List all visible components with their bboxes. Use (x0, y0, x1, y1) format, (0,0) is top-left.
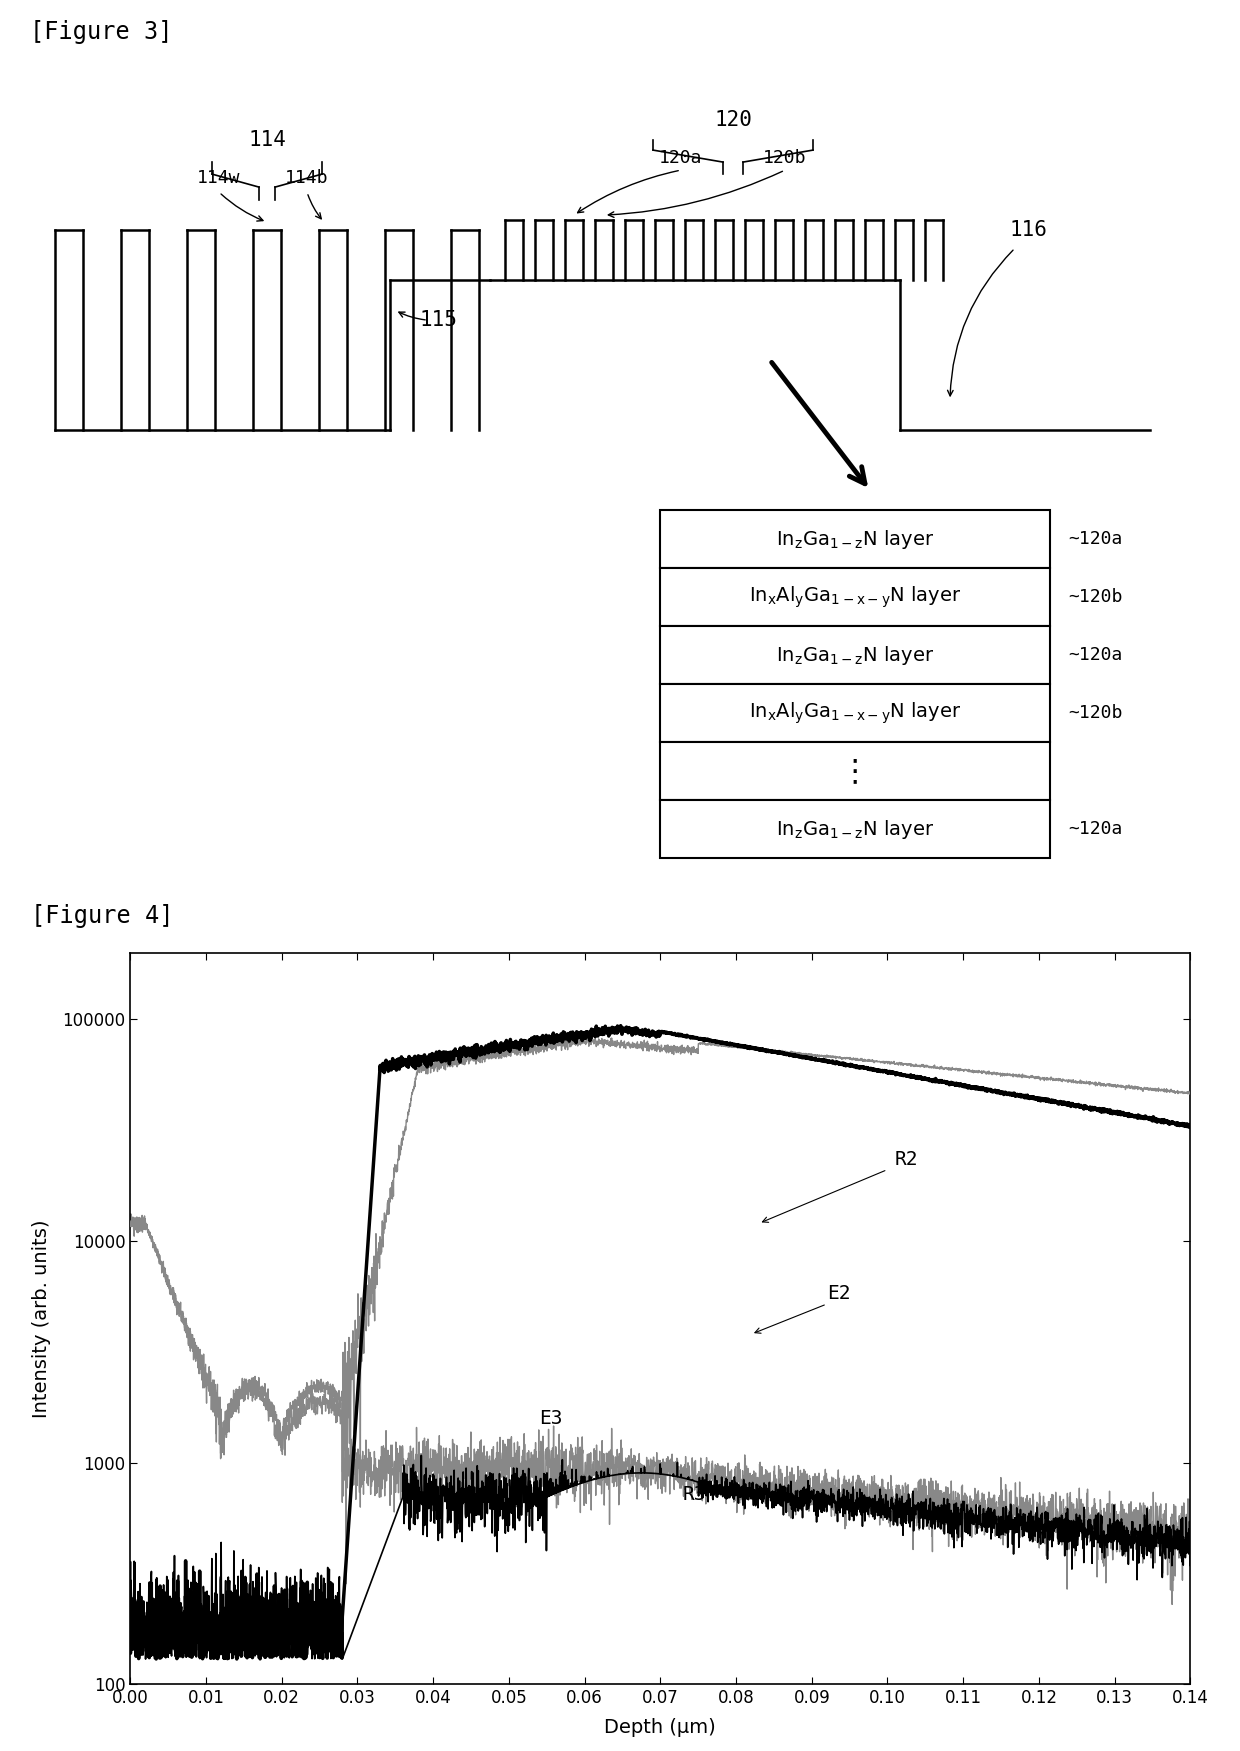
Text: E2: E2 (827, 1283, 851, 1303)
Text: R2: R2 (895, 1150, 919, 1170)
Text: [Figure 4]: [Figure 4] (31, 904, 174, 928)
Text: E3: E3 (539, 1410, 563, 1427)
Text: R3: R3 (683, 1485, 707, 1504)
Text: $\mathrm{In_zGa_{1-z}N\ layer}$: $\mathrm{In_zGa_{1-z}N\ layer}$ (776, 644, 934, 667)
Bar (660, 569, 1050, 627)
Text: 120: 120 (714, 110, 751, 130)
Y-axis label: Intensity (arb. units): Intensity (arb. units) (32, 1219, 51, 1418)
Text: ~120b: ~120b (1068, 588, 1122, 606)
Text: ⋮: ⋮ (839, 756, 870, 786)
Bar (660, 685, 1050, 742)
Text: 114b: 114b (285, 170, 329, 187)
Text: 120a: 120a (660, 149, 703, 166)
Text: ~120a: ~120a (1068, 821, 1122, 839)
Text: $\mathrm{In_zGa_{1-z}N\ layer}$: $\mathrm{In_zGa_{1-z}N\ layer}$ (776, 527, 934, 552)
Bar (660, 627, 1050, 685)
Text: [Figure 3]: [Figure 3] (30, 19, 172, 44)
Bar (660, 510, 1050, 569)
Text: 114w: 114w (197, 170, 241, 187)
Bar (660, 742, 1050, 800)
Text: 116: 116 (1011, 221, 1048, 240)
Text: ~120b: ~120b (1068, 704, 1122, 723)
Text: $\mathrm{In_zGa_{1-z}N\ layer}$: $\mathrm{In_zGa_{1-z}N\ layer}$ (776, 818, 934, 840)
Text: ~120a: ~120a (1068, 646, 1122, 664)
Text: ~120a: ~120a (1068, 531, 1122, 548)
Text: $\mathrm{In_xAl_yGa_{1-x-y}N\ layer}$: $\mathrm{In_xAl_yGa_{1-x-y}N\ layer}$ (749, 585, 961, 609)
Text: $\mathrm{In_xAl_yGa_{1-x-y}N\ layer}$: $\mathrm{In_xAl_yGa_{1-x-y}N\ layer}$ (749, 700, 961, 727)
Text: 115: 115 (420, 310, 458, 331)
Text: 120b: 120b (764, 149, 807, 166)
Text: 114: 114 (248, 130, 286, 151)
Bar (660, 800, 1050, 858)
X-axis label: Depth (μm): Depth (μm) (604, 1718, 717, 1737)
